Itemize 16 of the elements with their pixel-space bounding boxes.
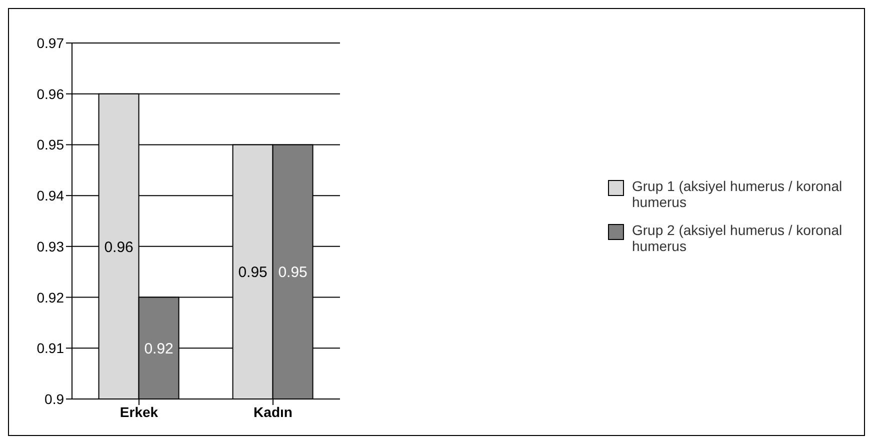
data-label: 0.96 <box>104 238 134 256</box>
y-tick-label: 0.92 <box>36 289 64 306</box>
y-tick-label: 0.93 <box>36 238 64 254</box>
y-tick-label: 0.91 <box>36 340 64 356</box>
y-tick-label: 0.94 <box>36 188 64 204</box>
data-label: 0.95 <box>238 264 268 282</box>
legend-label: Grup 2 (aksiyel humerus / koronal humerus <box>632 222 844 254</box>
x-tick-label: Erkek <box>120 404 158 420</box>
data-label: 0.92 <box>144 340 174 358</box>
data-label: 0.95 <box>278 264 308 282</box>
y-tick-label: 0.97 <box>36 34 64 51</box>
y-tick-label: 0.96 <box>36 86 64 102</box>
x-tick-label: Kadın <box>254 404 292 420</box>
y-tick-label: 0.9 <box>44 390 64 407</box>
y-tick-label: 0.95 <box>36 136 64 153</box>
legend-label: Grup 1 (aksiyel humerus / koronal humerus <box>632 178 844 210</box>
